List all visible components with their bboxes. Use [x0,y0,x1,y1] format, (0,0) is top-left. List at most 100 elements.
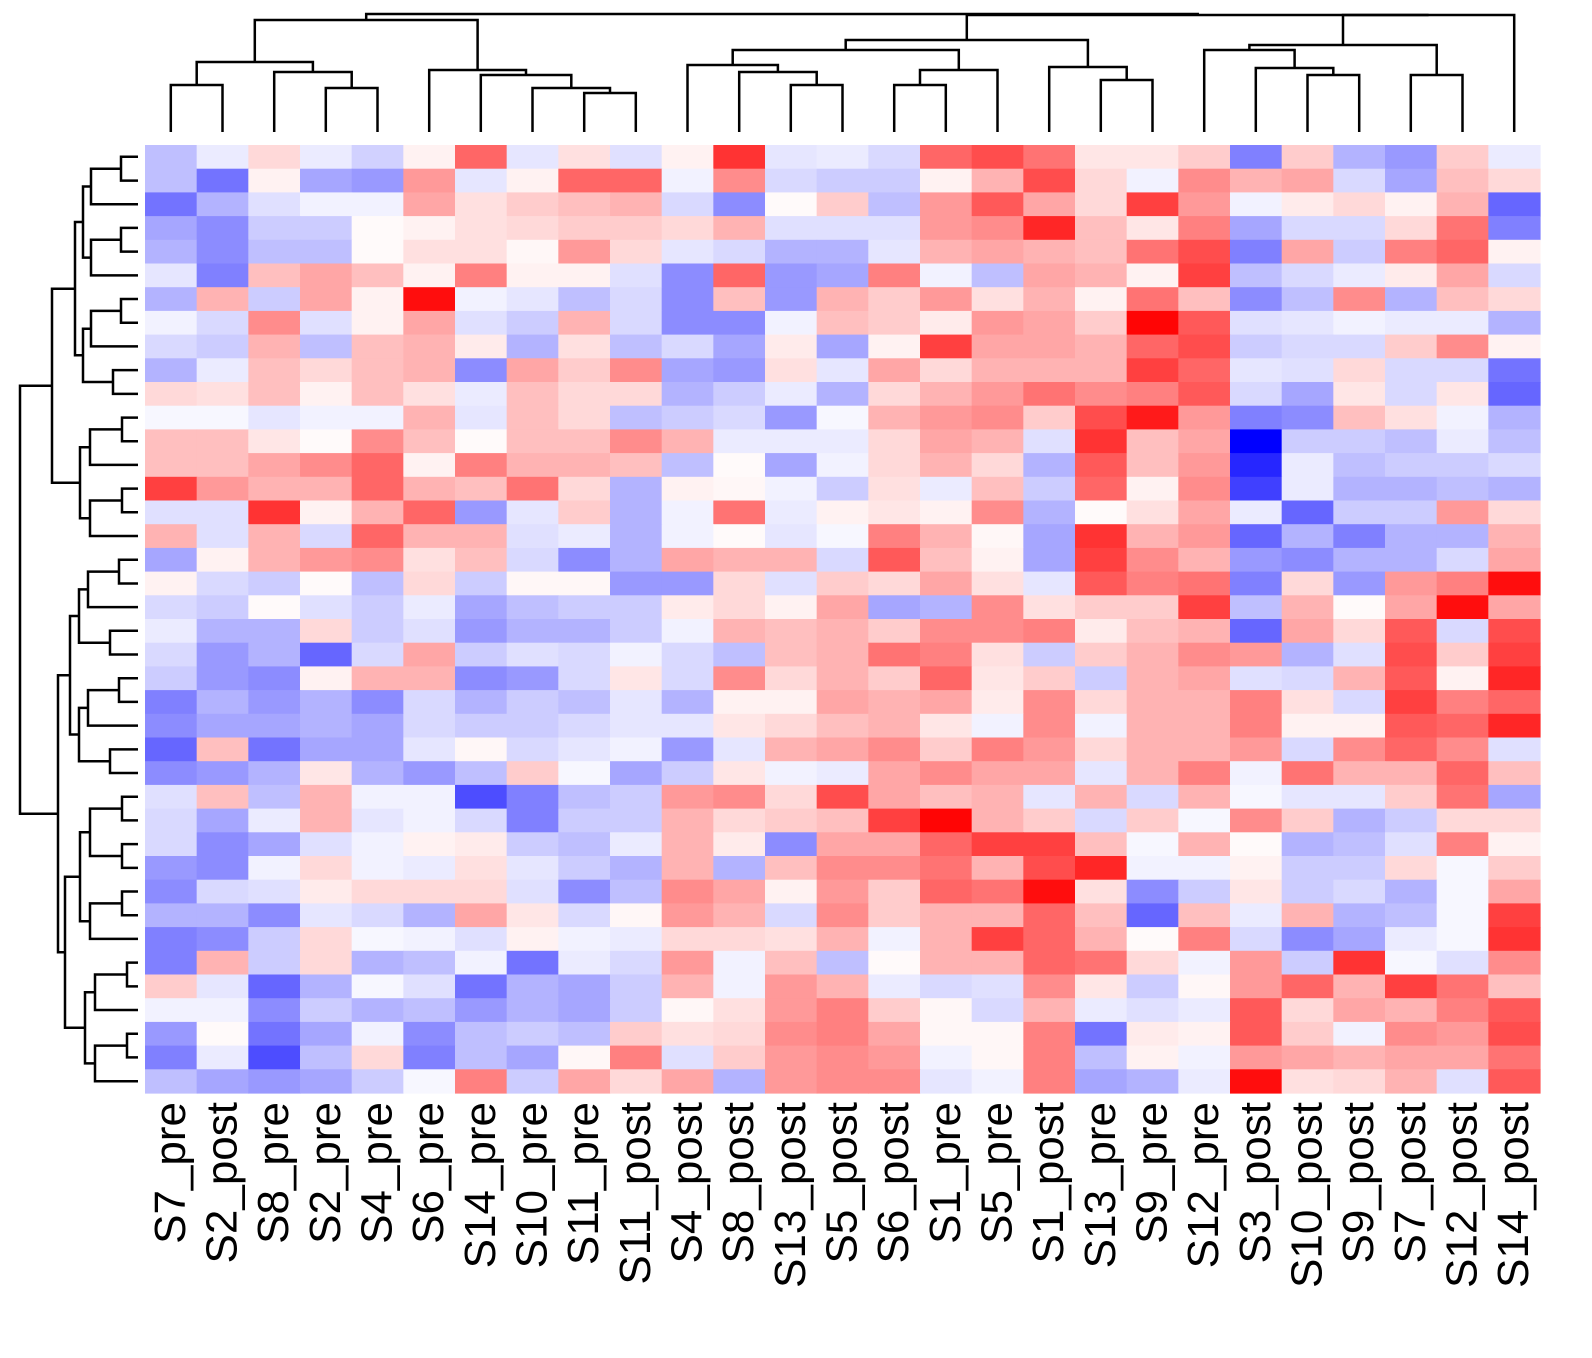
heatmap-cell-r37-S13_pre [1075,1021,1128,1047]
row-dendrogram-branch [63,875,85,1030]
heatmap-cell-r25-S14_pre [455,737,508,762]
heatmap-cell-r6-S13_post [765,287,818,312]
heatmap-cell-r18-S14_pre [455,571,508,596]
heatmap-cell-r24-S4_post [661,713,714,739]
heatmap-cell-r25-S5_pre [971,737,1024,762]
heatmap-cell-r0-S12_post [1436,145,1489,170]
heatmap-cell-r27-S9_post [1333,784,1386,810]
heatmap-cell-r28-S10_post [1281,808,1334,833]
heatmap-cell-r18-S7_pre [145,571,198,596]
heatmap-cell-r39-S5_pre [971,1069,1024,1094]
heatmap-cell-r35-S9_pre [1126,974,1179,999]
heatmap-cell-r22-S2_post [196,666,249,691]
heatmap-cell-r27-S10_post [1281,784,1334,810]
heatmap-cell-r22-S10_post [1281,666,1334,691]
heatmap-cell-r36-S10_post [1281,998,1334,1023]
heatmap-cell-r5-S6_post [868,263,921,288]
heatmap-cell-r13-S9_pre [1126,453,1179,478]
heatmap-cell-r4-S14_pre [455,239,508,265]
heatmap-cell-r29-S3_post [1230,832,1283,857]
heatmap-cell-r4-S8_pre [248,239,301,265]
heatmap-cell-r34-S14_pre [455,950,508,976]
heatmap-cell-r2-S11_post [610,192,663,217]
heatmap-cell-r15-S5_pre [971,500,1024,525]
heatmap-cell-r39-S5_post [816,1069,869,1094]
heatmap-cell-r17-S7_post [1385,547,1438,573]
heatmap-cell-r9-S6_post [868,358,921,383]
heatmap-cell-r30-S9_post [1333,856,1386,881]
heatmap-cell-r9-S9_post [1333,358,1386,383]
heatmap-cell-r36-S1_pre [920,998,973,1023]
heatmap-cell-r17-S9_post [1333,547,1386,573]
heatmap-cell-r24-S13_pre [1075,713,1128,739]
row-dendrogram-branch [89,309,138,348]
heatmap-cell-r23-S11_pre [558,690,611,715]
heatmap-cell-r6-S8_post [713,287,766,312]
heatmap-cell-r16-S6_pre [403,524,456,549]
heatmap-cell-r34-S5_post [816,950,869,976]
heatmap-cell-r15-S9_post [1333,500,1386,525]
heatmap-cell-r32-S2_pre [300,903,353,928]
heatmap-cell-r32-S6_post [868,903,921,928]
heatmap-cell-r24-S8_pre [248,713,301,739]
heatmap-cell-r3-S4_pre [351,216,404,241]
heatmap-cell-r14-S12_pre [1178,476,1231,502]
heatmap-cell-r8-S7_pre [145,334,198,359]
heatmap-cell-r35-S11_post [610,974,663,999]
heatmap-cell-r3-S11_post [610,216,663,241]
column-dendrogram-branch [195,60,315,85]
heatmap-cell-r7-S2_pre [300,310,353,336]
heatmap-cell-r23-S9_post [1333,690,1386,715]
heatmap-cell-r5-S11_post [610,263,663,288]
heatmap-cell-r38-S8_post [713,1045,766,1070]
heatmap-cell-r7-S8_pre [248,310,301,336]
heatmap-cell-r12-S7_pre [145,429,198,454]
heatmap-cell-r35-S7_post [1385,974,1438,999]
heatmap-cell-r23-S5_pre [971,690,1024,715]
heatmap-cell-r14-S6_post [868,476,921,502]
heatmap-cell-r32-S12_post [1436,903,1489,928]
heatmap-cell-r30-S8_pre [248,856,301,881]
heatmap-cell-r22-S8_post [713,666,766,691]
heatmap-cell-r9-S10_pre [506,358,559,383]
heatmap-cell-r39-S1_pre [920,1069,973,1094]
heatmap-cell-r14-S13_pre [1075,476,1128,502]
heatmap-cell-r34-S2_pre [300,950,353,976]
heatmap-cell-r15-S6_post [868,500,921,525]
heatmap-cell-r22-S1_post [1023,666,1076,691]
heatmap-cell-r28-S13_pre [1075,808,1128,833]
heatmap-cell-r3-S1_pre [920,216,973,241]
heatmap-cell-r28-S7_pre [145,808,198,833]
heatmap-cell-r28-S12_pre [1178,808,1231,833]
heatmap-cell-r7-S7_post [1385,310,1438,336]
heatmap-cell-r5-S1_post [1023,263,1076,288]
heatmap-cell-r39-S9_post [1333,1069,1386,1094]
heatmap-cell-r33-S7_post [1385,927,1438,952]
heatmap-cell-r27-S2_post [196,784,249,810]
heatmap-cell-r15-S11_post [610,500,663,525]
heatmap-cell-r6-S9_pre [1126,287,1179,312]
heatmap-cell-r0-S3_post [1230,145,1283,170]
heatmap-cell-r18-S6_post [868,571,921,596]
heatmap-cell-r26-S1_post [1023,761,1076,786]
heatmap-cell-r18-S3_post [1230,571,1283,596]
heatmap-cell-r30-S8_post [713,856,766,881]
heatmap-cell-r19-S10_post [1281,595,1334,620]
heatmap-cell-r0-S7_post [1385,145,1438,170]
heatmap-cell-r9-S8_pre [248,358,301,383]
heatmap-cell-r32-S5_pre [971,903,1024,928]
heatmap-cell-r1-S1_pre [920,168,973,193]
heatmap-cell-r21-S13_pre [1075,642,1128,667]
heatmap-cell-r15-S8_pre [248,500,301,525]
heatmap-cell-r38-S3_post [1230,1045,1283,1070]
heatmap-cell-r21-S2_post [196,642,249,667]
heatmap-cell-r34-S6_post [868,950,921,976]
heatmap-cell-r14-S9_pre [1126,476,1179,502]
heatmap-cell-r2-S7_post [1385,192,1438,217]
heatmap-cell-r7-S14_post [1488,310,1541,336]
column-label-S7_pre: S7_pre [146,1102,195,1244]
heatmap-cell-r8-S13_pre [1075,334,1128,359]
heatmap-cell-r33-S1_post [1023,927,1076,952]
heatmap-cell-r30-S4_post [661,856,714,881]
heatmap-cell-r11-S13_pre [1075,405,1128,430]
